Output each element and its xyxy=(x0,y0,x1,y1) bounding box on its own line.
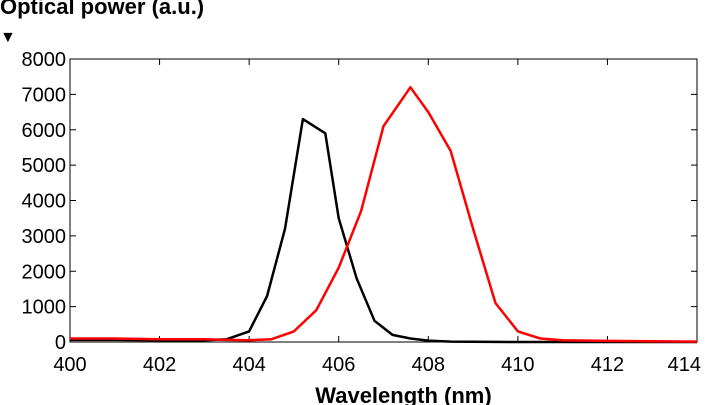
y-axis-title: Optical power (a.u.) xyxy=(0,0,204,19)
x-tick-label: 414 xyxy=(668,354,701,376)
x-tick-label: 412 xyxy=(591,354,624,376)
x-tick-label: 400 xyxy=(53,354,86,376)
y-tick-label: 8000 xyxy=(22,49,67,71)
y-tick-label: 0 xyxy=(55,332,66,354)
y-axis-ticks: 0 1000 2000 3000 4000 5000 6000 7000 8000 xyxy=(22,49,697,354)
y-tick-label: 5000 xyxy=(22,155,67,177)
x-tick-label: 402 xyxy=(143,354,176,376)
y-tick-label: 4000 xyxy=(22,191,67,213)
y-tick-label: 7000 xyxy=(22,84,67,106)
y-tick-label: 2000 xyxy=(22,261,67,283)
x-axis-title: Wavelength (nm) xyxy=(315,383,491,405)
series-line-2 xyxy=(70,86,698,343)
x-tick-label: 406 xyxy=(322,354,355,376)
y-tick-label: 1000 xyxy=(22,297,67,319)
series-lines xyxy=(70,86,698,344)
y-axis-arrow-icon: ▼ xyxy=(0,29,16,46)
x-tick-label: 410 xyxy=(501,354,534,376)
x-tick-label: 404 xyxy=(232,354,265,376)
y-axis-title-group: Optical power (a.u.) ▼ xyxy=(0,0,204,46)
series-line-1 xyxy=(70,117,697,344)
x-tick-label: 408 xyxy=(412,354,445,376)
plot-frame xyxy=(69,58,698,343)
x-axis-ticks: 400 402 404 406 408 410 412 414 xyxy=(53,59,701,376)
y-tick-label: 3000 xyxy=(22,226,67,248)
y-tick-label: 6000 xyxy=(22,120,67,142)
